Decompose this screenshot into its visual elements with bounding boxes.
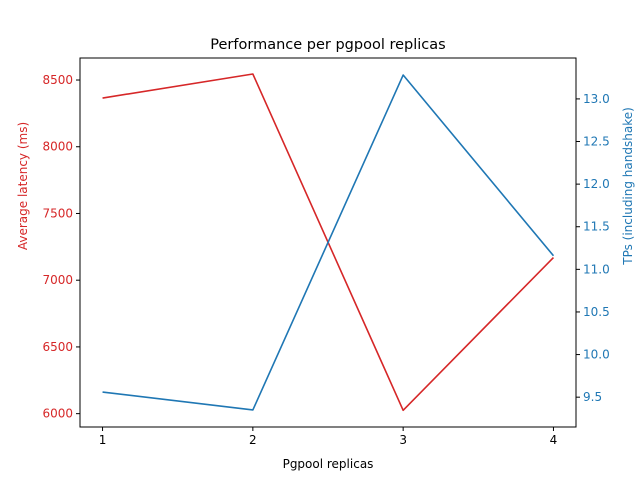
y-right-tick-label: 11.5 <box>583 220 610 234</box>
y-axis-right: 9.5 10.0 10.5 11.0 11.5 12.0 12.5 13.0 <box>576 92 610 404</box>
x-tick-label: 4 <box>550 433 558 447</box>
y-left-tick-label: 8000 <box>42 140 73 154</box>
y-axis-right-label: TPs (including handshake) <box>621 107 635 266</box>
x-tick-label: 2 <box>249 433 257 447</box>
y-left-tick-label: 6000 <box>42 407 73 421</box>
x-axis: 1 2 3 4 <box>99 427 558 447</box>
x-tick-label: 3 <box>399 433 407 447</box>
series-line-tps <box>102 74 555 411</box>
plot-area <box>79 57 577 428</box>
x-tick-label: 1 <box>99 433 107 447</box>
x-axis-label: Pgpool replicas <box>283 457 374 471</box>
y-left-tick-label: 6500 <box>42 340 73 354</box>
y-right-tick-label: 12.5 <box>583 135 610 149</box>
y-left-tick-label: 7500 <box>42 206 73 220</box>
y-left-tick-label: 7000 <box>42 273 73 287</box>
plot-frame <box>79 57 577 428</box>
y-right-tick-label: 11.0 <box>583 262 610 276</box>
y-right-tick-label: 9.5 <box>583 390 602 404</box>
y-right-tick-label: 10.0 <box>583 348 610 362</box>
y-axis-left-label: Average latency (ms) <box>16 122 30 250</box>
chart-title: Performance per pgpool replicas <box>210 37 445 53</box>
y-right-tick-label: 10.5 <box>583 305 610 319</box>
y-left-tick-label: 8500 <box>42 73 73 87</box>
y-right-tick-label: 12.0 <box>583 177 610 191</box>
y-right-tick-label: 13.0 <box>583 92 610 106</box>
y-axis-left: 6000 6500 7000 7500 8000 8500 <box>42 73 80 421</box>
